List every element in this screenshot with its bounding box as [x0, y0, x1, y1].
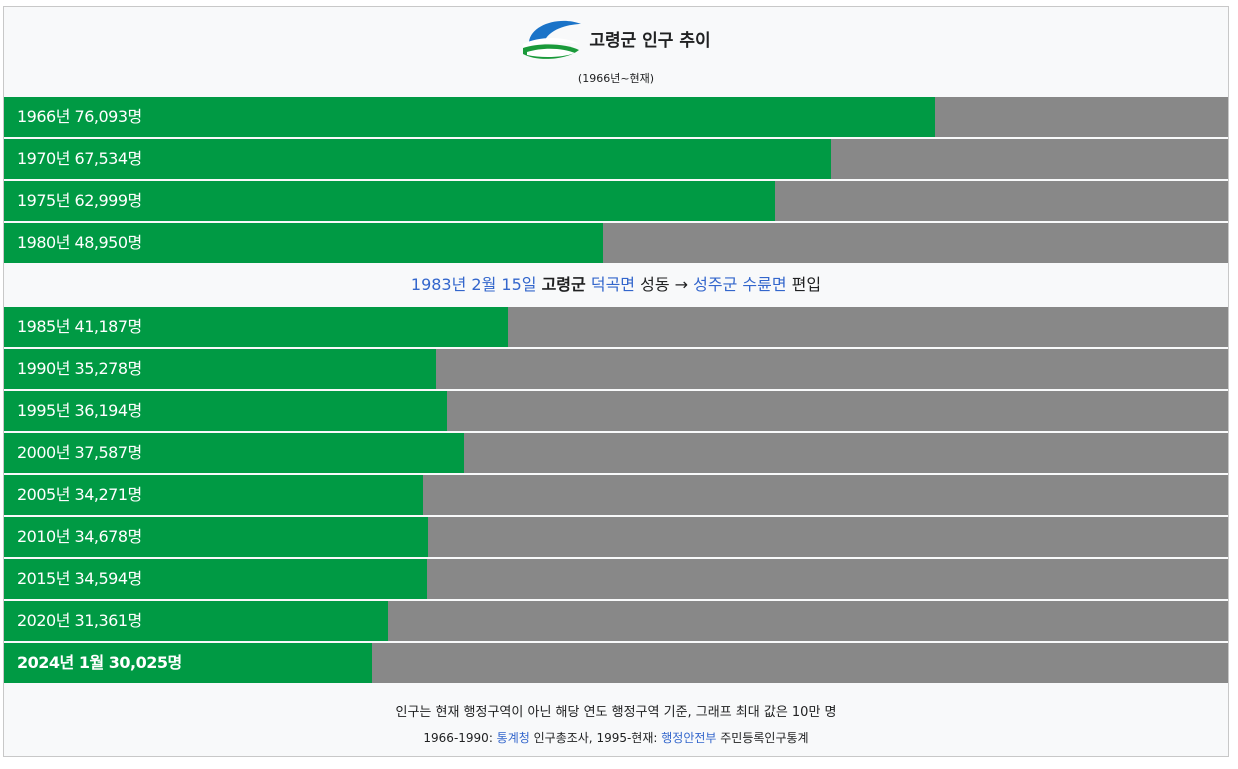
arrow-icon: → [674, 275, 689, 294]
bar-row: 1966년 76,093명 [4, 97, 1228, 137]
bar-label: 2010년 34,678명 [17, 527, 142, 546]
bar-label: 1970년 67,534명 [17, 149, 142, 168]
bar-label: 2020년 31,361명 [17, 611, 142, 630]
bar-label: 1980년 48,950명 [17, 233, 142, 252]
annotation-action: 편입 [791, 275, 822, 294]
bar-fill [4, 181, 775, 221]
bar-row: 2024년 1월 30,025명 [4, 643, 1228, 683]
bar-row: 2000년 37,587명 [4, 433, 1228, 473]
bar-fill [4, 97, 935, 137]
bar-list: 1966년 76,093명 1970년 67,534명 1975년 62,999명 1… [4, 97, 1228, 685]
population-chart-box: 고령군 인구 추이 (1966년~현재) 1966년 76,093명 1970년 … [3, 6, 1229, 757]
bar-fill [4, 307, 508, 347]
footer-note: 인구는 현재 행정구역이 아닌 해당 연도 행정구역 기준, 그래프 최대 값은… [395, 705, 837, 720]
ministry-interior-link[interactable]: 행정안전부 [661, 731, 717, 745]
bar-row: 1980년 48,950명 [4, 223, 1228, 263]
annotation-date-link[interactable]: 1983년 2월 15일 [410, 275, 537, 294]
bar-row: 2020년 31,361명 [4, 601, 1228, 641]
bar-label: 1995년 36,194명 [17, 401, 142, 420]
bar-fill [4, 139, 831, 179]
bar-label: 1985년 41,187명 [17, 317, 142, 336]
source-prefix: 1966-1990: [423, 731, 497, 745]
footer-sources: 1966-1990: 통계청 인구총조사, 1995-현재: 행정안전부 주민등… [4, 729, 1228, 746]
source2-text: 주민등록인구통계 [716, 731, 809, 745]
bar-label: 2005년 34,271명 [17, 485, 142, 504]
bar-row: 1990년 35,278명 [4, 349, 1228, 389]
bar-fill [4, 559, 427, 599]
annotation-row: 1983년 2월 15일 고령군 덕곡면 성동 → 성주군 수륜면 편입 [4, 265, 1228, 305]
bar-row: 1985년 41,187명 [4, 307, 1228, 347]
bar-label: 1990년 35,278명 [17, 359, 142, 378]
bar-row: 2010년 34,678명 [4, 517, 1228, 557]
annotation-county: 고령군 [541, 275, 586, 294]
bar-row: 1995년 36,194명 [4, 391, 1228, 431]
bar-fill [4, 349, 436, 389]
bar-label: 2000년 37,587명 [17, 443, 142, 462]
annotation-target-link[interactable]: 성주군 수륜면 [693, 275, 787, 294]
chart-subtitle: (1966년~현재) [577, 72, 655, 85]
bar-fill [4, 643, 372, 683]
bar-fill [4, 475, 423, 515]
chart-title: 고령군 인구 추이 [589, 30, 711, 51]
bar-row: 2015년 34,594명 [4, 559, 1228, 599]
bar-fill [4, 601, 388, 641]
title-row: 고령군 인구 추이 [4, 14, 1228, 62]
goryeong-county-logo-icon [523, 20, 582, 59]
bar-fill [4, 223, 603, 263]
bar-label: 2024년 1월 30,025명 [17, 653, 182, 672]
source1-text: 인구총조사, 1995-현재: [529, 731, 662, 745]
bar-row: 2005년 34,271명 [4, 475, 1228, 515]
bar-fill [4, 433, 464, 473]
bar-label: 2015년 34,594명 [17, 569, 142, 588]
bar-fill [4, 391, 447, 431]
annotation-town-link[interactable]: 덕곡면 [590, 275, 636, 294]
bar-row: 1970년 67,534명 [4, 139, 1228, 179]
bar-label: 1966년 76,093명 [17, 107, 142, 126]
statistics-korea-link[interactable]: 통계청 [496, 731, 530, 745]
annotation-village: 성동 [640, 275, 670, 294]
chart-header: 고령군 인구 추이 (1966년~현재) [4, 7, 1228, 97]
bar-fill [4, 517, 428, 557]
bar-label: 1975년 62,999명 [17, 191, 142, 210]
bar-row: 1975년 62,999명 [4, 181, 1228, 221]
